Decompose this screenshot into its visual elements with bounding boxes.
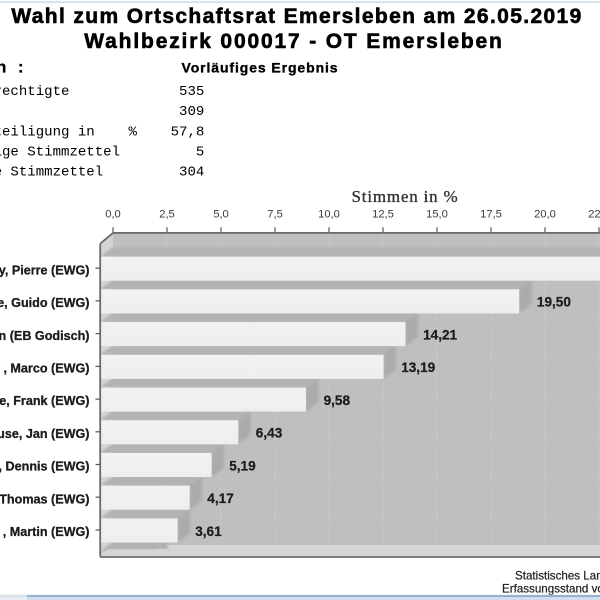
svg-text:Wahl zum Ortschaftsrat Emersle: Wahl zum Ortschaftsrat Emersleben am 26.… — [11, 5, 582, 28]
svg-text:n: n — [0, 59, 6, 77]
svg-text:Thomas (EWG): Thomas (EWG) — [0, 492, 90, 506]
svg-text:19,50: 19,50 — [537, 295, 571, 310]
svg-text:, Dennis (EWG): , Dennis (EWG) — [0, 460, 90, 474]
svg-text:n (EB Godisch): n (EB Godisch) — [0, 329, 90, 343]
svg-text:7,5: 7,5 — [267, 209, 283, 221]
svg-text:Gültige Stimmzettel 30: Gültige Stimmzettel 304 — [0, 165, 204, 181]
svg-text:309: 309 — [0, 104, 204, 120]
svg-text:e, Guido (EWG): e, Guido (EWG) — [0, 296, 90, 310]
svg-text:Wahlbezirk 000017 - OT Emersle: Wahlbezirk 000017 - OT Emersleben — [84, 30, 503, 53]
svg-text:6,43: 6,43 — [256, 426, 283, 441]
svg-text:14,21: 14,21 — [423, 327, 457, 342]
svg-text:10,0: 10,0 — [318, 209, 340, 221]
svg-text:5,0: 5,0 — [213, 209, 229, 221]
svg-text:12,5: 12,5 — [372, 209, 394, 221]
svg-text:17,5: 17,5 — [480, 209, 502, 221]
svg-text::: : — [18, 59, 24, 77]
svg-text:20,0: 20,0 — [534, 209, 556, 221]
svg-text:e, Frank (EWG): e, Frank (EWG) — [0, 394, 90, 408]
svg-text:3,61: 3,61 — [195, 524, 222, 539]
svg-text:use, Jan (EWG): use, Jan (EWG) — [0, 427, 90, 441]
svg-text:5,19: 5,19 — [229, 458, 256, 473]
svg-text:Vorläufiges Ergebnis: Vorläufiges Ergebnis — [182, 60, 339, 76]
svg-text:13,19: 13,19 — [401, 360, 435, 375]
svg-text:22,5: 22,5 — [588, 209, 600, 221]
svg-text:4,17: 4,17 — [207, 491, 233, 506]
svg-text:, Martin (EWG): , Martin (EWG) — [3, 525, 90, 539]
svg-text:9,58: 9,58 — [324, 393, 351, 408]
svg-text:0,0: 0,0 — [105, 209, 121, 221]
svg-text:Ungültige Stimmzettel: Ungültige Stimmzettel 5 — [0, 145, 204, 161]
svg-text:2,5: 2,5 — [159, 209, 175, 221]
svg-text:Erfassungsstand vom 27.05.2019: Erfassungsstand vom 27.05.2019, 08:15 Uh… — [502, 583, 600, 596]
svg-text:15,0: 15,0 — [426, 209, 448, 221]
svg-text:y, Pierre (EWG): y, Pierre (EWG) — [0, 263, 90, 277]
svg-text:Wahlberechtigte 53: Wahlberechtigte 535 — [0, 84, 204, 100]
svg-text:Statistisches Landesamt Sachse: Statistisches Landesamt Sachsen-Anhalt — [515, 570, 600, 583]
svg-text:Wahlbeteiligung in % 57,: Wahlbeteiligung in % 57,8 — [0, 124, 204, 140]
svg-text:, Marco (EWG): , Marco (EWG) — [3, 362, 89, 376]
svg-text:Stimmen in %: Stimmen in % — [352, 187, 459, 206]
